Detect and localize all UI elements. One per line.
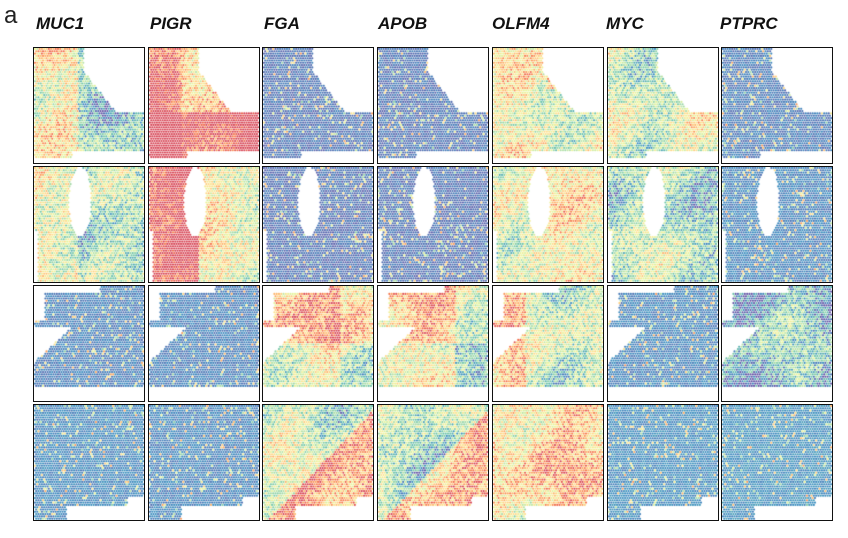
spot-map xyxy=(607,48,718,163)
tile-pigr-sample-4 xyxy=(147,404,260,521)
gene-label-apob: APOB xyxy=(378,14,428,33)
spot-map xyxy=(148,48,259,163)
panel-letter: a xyxy=(4,2,18,29)
spot-map xyxy=(722,167,833,282)
spot-map xyxy=(378,405,489,520)
tile-apob-sample-4 xyxy=(377,404,490,521)
tile-fga-sample-2 xyxy=(262,166,375,283)
spot-map xyxy=(607,167,718,282)
tile-fga-sample-4 xyxy=(262,404,375,521)
tile-apob-sample-3 xyxy=(377,285,490,402)
tile-olfm4-sample-3 xyxy=(491,285,604,402)
spot-map xyxy=(492,48,603,163)
tile-myc-sample-4 xyxy=(606,404,719,521)
tile-olfm4-sample-2 xyxy=(491,166,604,283)
gene-label-myc: MYC xyxy=(606,14,644,33)
spot-map xyxy=(263,48,374,163)
gene-label-muc1: MUC1 xyxy=(36,14,85,33)
tile-pigr-sample-2 xyxy=(147,166,260,283)
tile-ptprc-sample-3 xyxy=(721,285,834,402)
tile-apob-sample-1 xyxy=(377,47,490,164)
spot-map xyxy=(607,286,718,401)
tile-muc1-sample-2 xyxy=(33,166,145,283)
tile-fga-sample-3 xyxy=(262,285,375,402)
spot-map xyxy=(722,48,833,163)
spot-map xyxy=(34,405,144,520)
spot-map xyxy=(722,405,833,520)
tile-myc-sample-3 xyxy=(606,285,719,402)
gene-label-ptprc: PTPRC xyxy=(720,14,778,33)
spot-map xyxy=(263,405,374,520)
tile-pigr-sample-3 xyxy=(147,285,260,402)
tile-ptprc-sample-4 xyxy=(721,404,834,521)
spot-map xyxy=(148,405,259,520)
spot-map xyxy=(378,167,489,282)
spot-map xyxy=(492,286,603,401)
tile-muc1-sample-4 xyxy=(33,404,145,521)
spot-map xyxy=(263,167,374,282)
tile-ptprc-sample-2 xyxy=(721,166,834,283)
tile-muc1-sample-1 xyxy=(33,47,145,164)
tile-fga-sample-1 xyxy=(262,47,375,164)
spot-map xyxy=(148,167,259,282)
spot-map xyxy=(148,286,259,401)
spot-map xyxy=(378,286,489,401)
spot-map xyxy=(607,405,718,520)
tile-olfm4-sample-4 xyxy=(491,404,604,521)
spot-map xyxy=(34,48,144,163)
spot-map xyxy=(722,286,833,401)
spot-map xyxy=(34,286,144,401)
gene-label-pigr: PIGR xyxy=(150,14,192,33)
tile-ptprc-sample-1 xyxy=(721,47,834,164)
spot-map xyxy=(378,48,489,163)
gene-label-olfm4: OLFM4 xyxy=(492,14,550,33)
tile-myc-sample-1 xyxy=(606,47,719,164)
tile-muc1-sample-3 xyxy=(33,285,145,402)
spatial-expression-grid xyxy=(33,47,834,521)
tile-olfm4-sample-1 xyxy=(491,47,604,164)
spot-map xyxy=(263,286,374,401)
tile-apob-sample-2 xyxy=(377,166,490,283)
tile-myc-sample-2 xyxy=(606,166,719,283)
spot-map xyxy=(34,167,144,282)
gene-label-fga: FGA xyxy=(264,14,300,33)
tile-pigr-sample-1 xyxy=(147,47,260,164)
spot-map xyxy=(492,405,603,520)
spot-map xyxy=(492,167,603,282)
